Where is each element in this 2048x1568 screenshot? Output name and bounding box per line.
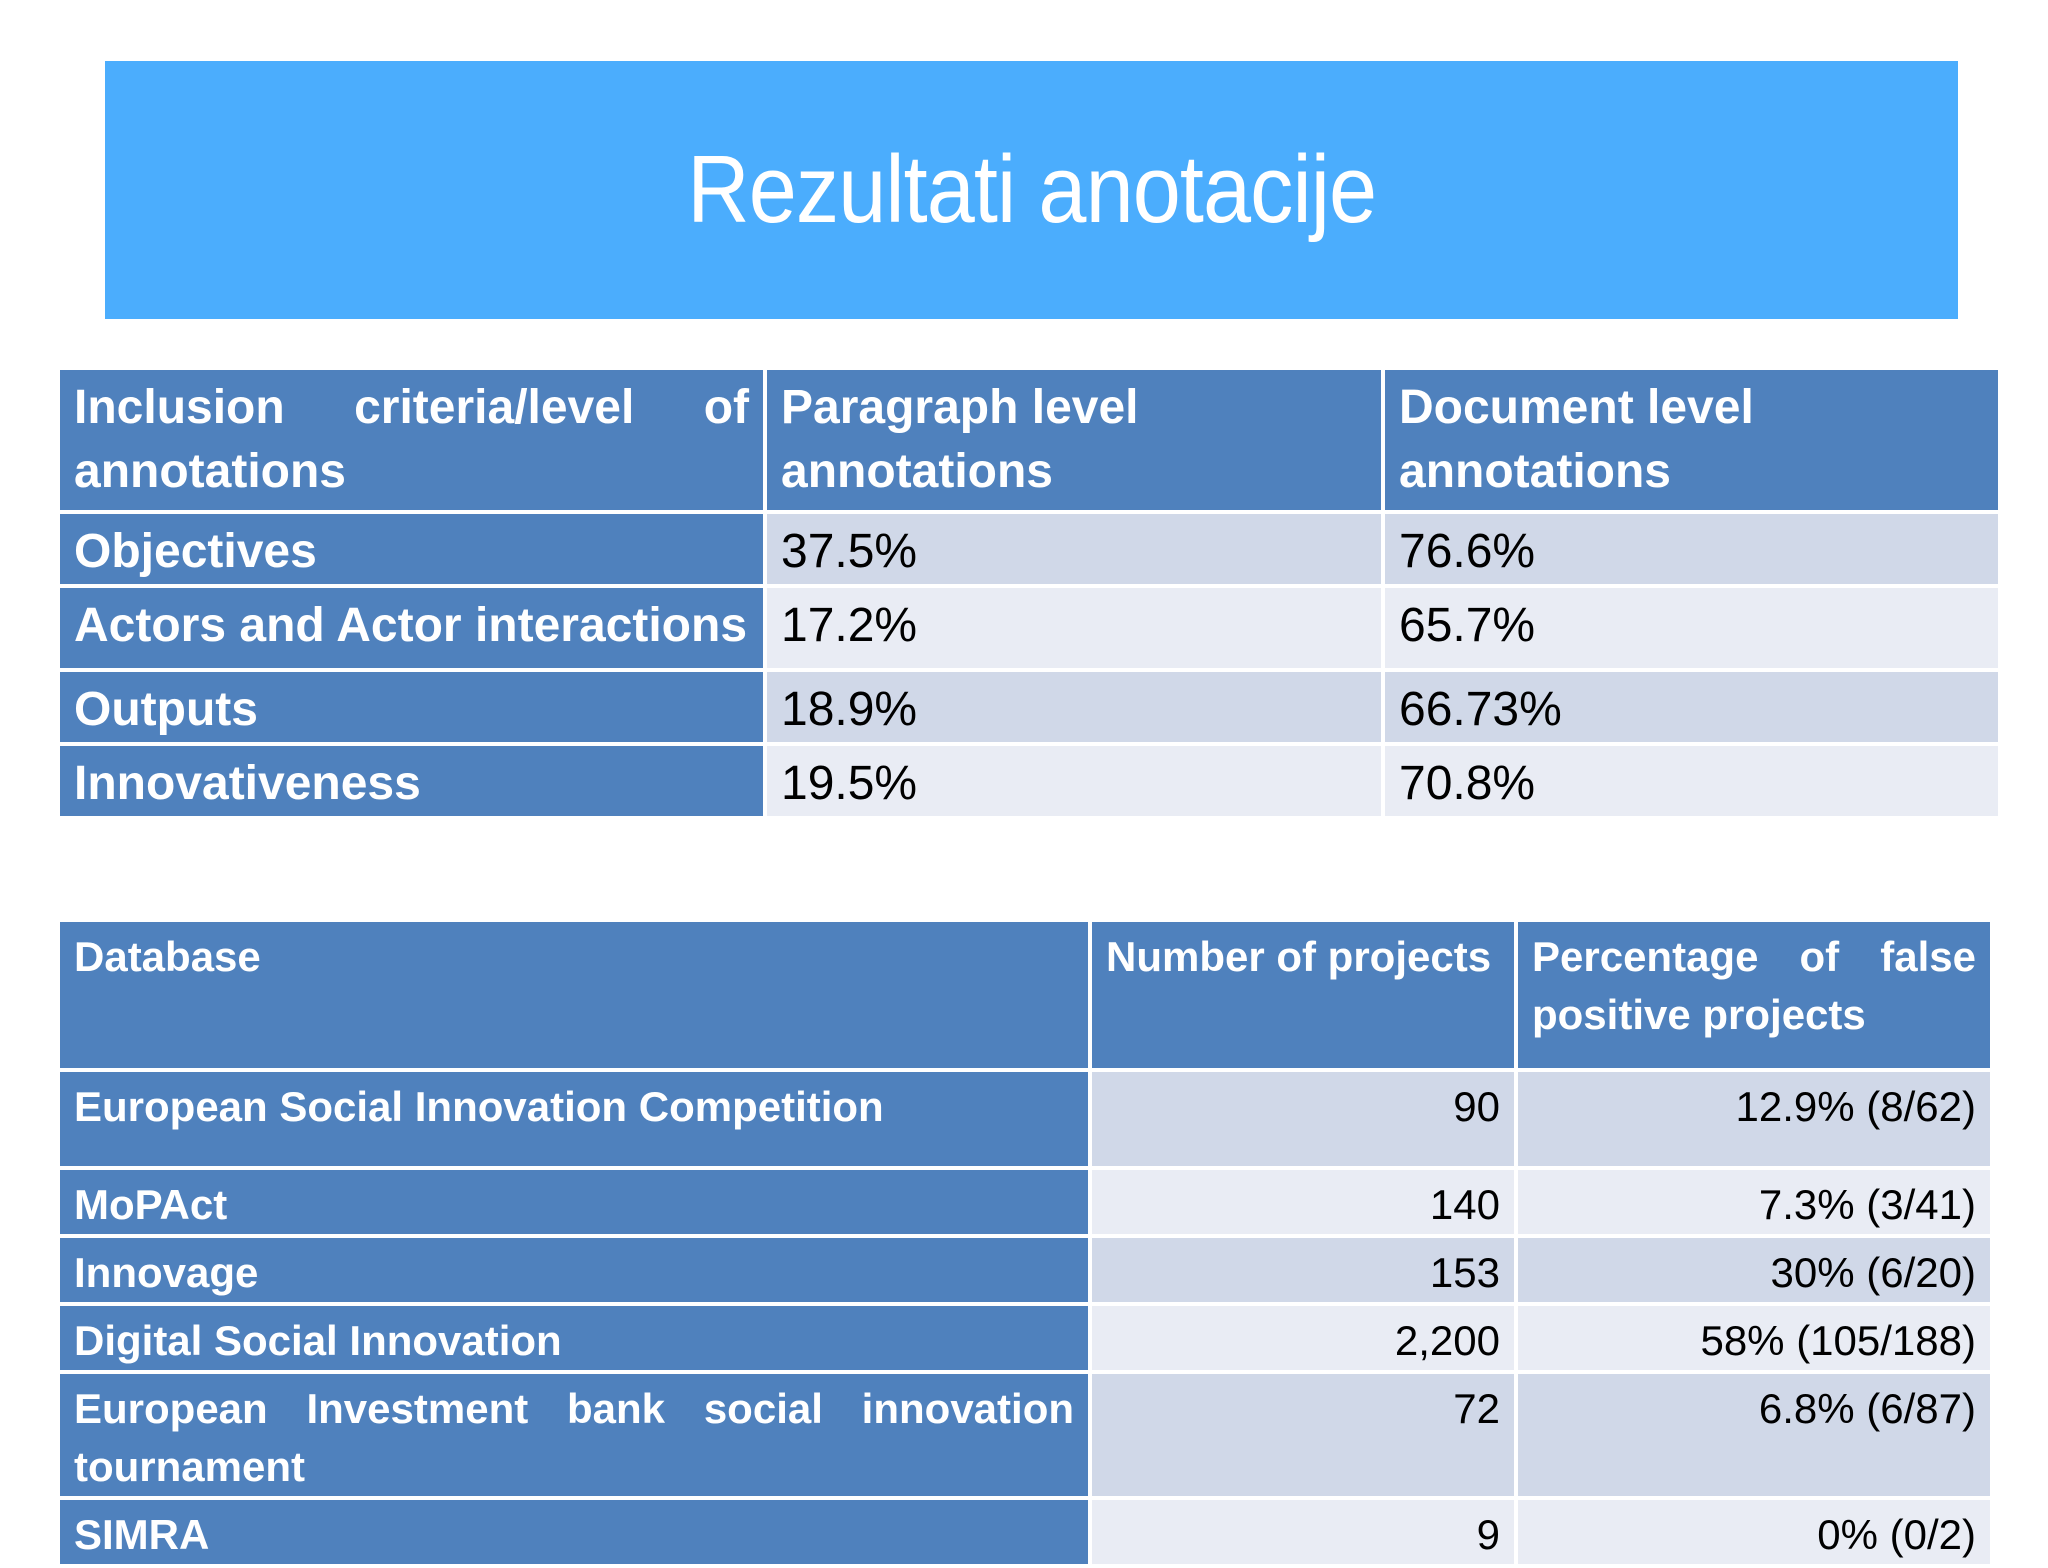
table-row: European Investment bank social innovati… — [56, 1370, 1994, 1500]
row-label: Objectives — [56, 510, 767, 588]
row-label: Actors and Actor interactions — [56, 584, 767, 672]
false-positive-rate: 58% (105/188) — [1514, 1302, 1994, 1374]
paragraph-value: 37.5% — [763, 510, 1385, 588]
table-row: MoPAct 140 7.3% (3/41) — [56, 1166, 1994, 1238]
database-name: Innovage — [56, 1234, 1092, 1306]
table-row: SIMRA 9 0% (0/2) — [56, 1496, 1994, 1568]
header-number-of-projects: Number of projects — [1088, 918, 1518, 1072]
header-database: Database — [56, 918, 1092, 1072]
database-name: MoPAct — [56, 1166, 1092, 1238]
header-false-positive: Percentage of false positive projects — [1514, 918, 1994, 1072]
slide-title: Rezultati anotacije — [687, 136, 1377, 243]
table-row: Innovativeness 19.5% 70.8% — [56, 742, 2002, 820]
database-projects-table: Database Number of projects Percentage o… — [56, 918, 1994, 1568]
table-row: European Social Innovation Competition 9… — [56, 1068, 1994, 1170]
false-positive-rate: 0% (0/2) — [1514, 1496, 1994, 1568]
false-positive-rate: 30% (6/20) — [1514, 1234, 1994, 1306]
paragraph-value: 17.2% — [763, 584, 1385, 672]
false-positive-rate: 7.3% (3/41) — [1514, 1166, 1994, 1238]
table-row: Innovage 153 30% (6/20) — [56, 1234, 1994, 1306]
table-row: Digital Social Innovation 2,200 58% (105… — [56, 1302, 1994, 1374]
project-count: 72 — [1088, 1370, 1518, 1500]
project-count: 9 — [1088, 1496, 1518, 1568]
database-name: SIMRA — [56, 1496, 1092, 1568]
database-name: European Investment bank social innovati… — [56, 1370, 1092, 1500]
row-label: Outputs — [56, 668, 767, 746]
project-count: 153 — [1088, 1234, 1518, 1306]
project-count: 2,200 — [1088, 1302, 1518, 1374]
database-name: Digital Social Innovation — [56, 1302, 1092, 1374]
title-banner: Rezultati anotacije — [105, 61, 1958, 319]
header-inclusion-criteria: Inclusion criteria/level of annotations — [56, 366, 767, 514]
project-count: 140 — [1088, 1166, 1518, 1238]
paragraph-value: 18.9% — [763, 668, 1385, 746]
table-header-row: Database Number of projects Percentage o… — [56, 918, 1994, 1072]
annotation-results-table: Inclusion criteria/level of annotations … — [56, 366, 2002, 820]
document-value: 65.7% — [1381, 584, 2002, 672]
false-positive-rate: 12.9% (8/62) — [1514, 1068, 1994, 1170]
document-value: 70.8% — [1381, 742, 2002, 820]
project-count: 90 — [1088, 1068, 1518, 1170]
table-row: Objectives 37.5% 76.6% — [56, 510, 2002, 588]
table-row: Outputs 18.9% 66.73% — [56, 668, 2002, 746]
header-document-level: Document level annotations — [1381, 366, 2002, 514]
database-name: European Social Innovation Competition — [56, 1068, 1092, 1170]
header-paragraph-level: Paragraph level annotations — [763, 366, 1385, 514]
document-value: 76.6% — [1381, 510, 2002, 588]
document-value: 66.73% — [1381, 668, 2002, 746]
paragraph-value: 19.5% — [763, 742, 1385, 820]
table-row: Actors and Actor interactions 17.2% 65.7… — [56, 584, 2002, 672]
row-label: Innovativeness — [56, 742, 767, 820]
false-positive-rate: 6.8% (6/87) — [1514, 1370, 1994, 1500]
table-header-row: Inclusion criteria/level of annotations … — [56, 366, 2002, 514]
